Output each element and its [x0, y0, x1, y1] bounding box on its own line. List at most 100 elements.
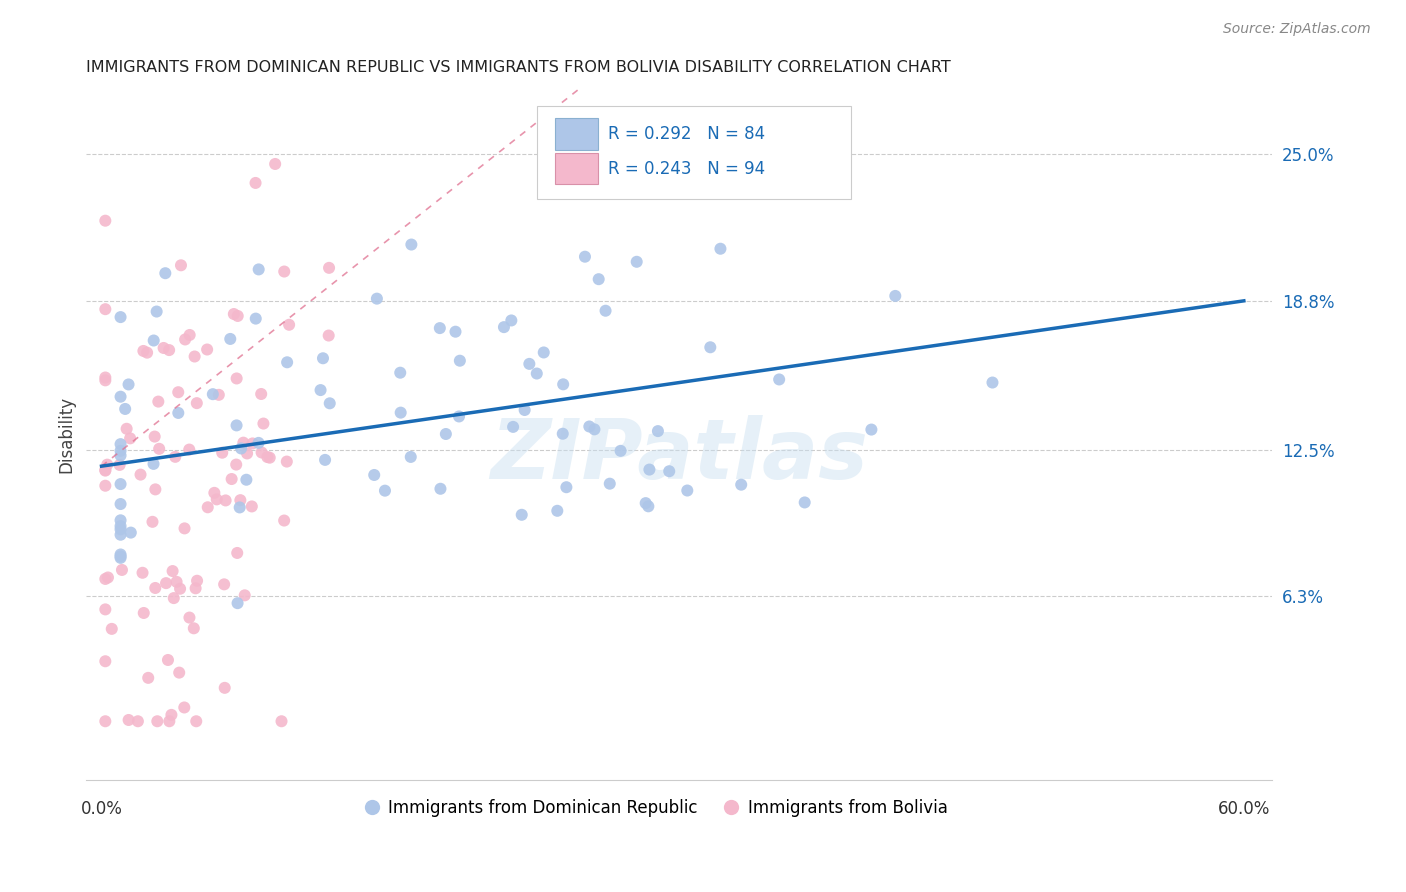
Point — [110, 497, 132, 511]
Point — [100, 622, 122, 636]
Point — [599, 476, 621, 491]
Point — [148, 394, 170, 409]
Point — [256, 450, 278, 464]
Point — [110, 477, 132, 491]
Point — [318, 260, 340, 275]
Point — [173, 700, 195, 714]
Point — [143, 483, 166, 497]
Point — [165, 450, 187, 464]
Point — [114, 401, 136, 416]
Point — [156, 653, 179, 667]
Point — [157, 714, 180, 729]
Point — [202, 486, 225, 500]
Text: R = 0.243   N = 94: R = 0.243 N = 94 — [609, 160, 765, 178]
Point — [273, 514, 295, 528]
Point — [162, 564, 184, 578]
Point — [229, 493, 252, 508]
Point — [94, 654, 117, 668]
Point — [595, 303, 617, 318]
Point — [129, 467, 152, 482]
Point — [186, 574, 208, 588]
Point — [110, 513, 132, 527]
Point — [517, 357, 540, 371]
Point — [434, 427, 457, 442]
Point — [574, 250, 596, 264]
Point — [208, 388, 231, 402]
Point — [225, 371, 247, 385]
Point — [141, 515, 163, 529]
Point — [578, 419, 600, 434]
Point — [637, 500, 659, 514]
Point — [94, 370, 117, 384]
Point — [155, 576, 177, 591]
Point — [270, 714, 292, 729]
FancyBboxPatch shape — [537, 105, 852, 199]
Point — [429, 321, 451, 335]
Point — [247, 262, 270, 277]
Point — [444, 325, 467, 339]
Point — [276, 454, 298, 468]
Point — [205, 492, 228, 507]
Point — [228, 500, 250, 515]
Point — [252, 417, 274, 431]
Point — [195, 343, 218, 357]
Point — [214, 681, 236, 695]
Legend: Immigrants from Dominican Republic, Immigrants from Bolivia: Immigrants from Dominican Republic, Immi… — [357, 792, 955, 824]
Point — [97, 570, 120, 584]
Point — [588, 272, 610, 286]
Point — [312, 351, 335, 366]
Point — [225, 418, 247, 433]
Point — [250, 387, 273, 401]
FancyBboxPatch shape — [555, 118, 598, 150]
Point — [94, 463, 117, 477]
Point — [389, 366, 412, 380]
Point — [309, 383, 332, 397]
Point — [676, 483, 699, 498]
Point — [142, 457, 165, 471]
Point — [401, 237, 423, 252]
Point — [211, 446, 233, 460]
Point — [179, 610, 201, 624]
Point — [94, 602, 117, 616]
Point — [179, 442, 201, 457]
Point — [699, 340, 721, 354]
Point — [278, 318, 301, 332]
Point — [110, 527, 132, 541]
Point — [366, 292, 388, 306]
Point — [183, 621, 205, 635]
Point — [167, 665, 190, 680]
Point — [502, 420, 524, 434]
Text: 0.0%: 0.0% — [80, 799, 122, 818]
Point — [167, 406, 190, 420]
Point — [264, 157, 287, 171]
Point — [110, 449, 132, 463]
Text: 60.0%: 60.0% — [1218, 799, 1270, 818]
Point — [768, 372, 790, 386]
Y-axis label: Disability: Disability — [58, 396, 75, 473]
Point — [533, 345, 555, 359]
Point — [492, 320, 515, 334]
Point — [318, 328, 340, 343]
Point — [155, 266, 177, 280]
Point — [110, 550, 132, 565]
Point — [551, 426, 574, 441]
Point — [131, 566, 153, 580]
Point — [221, 472, 243, 486]
Point — [143, 581, 166, 595]
Point — [634, 496, 657, 510]
Point — [186, 396, 208, 410]
Point — [226, 596, 249, 610]
Point — [120, 525, 142, 540]
Point — [173, 521, 195, 535]
Point — [143, 429, 166, 443]
Point — [229, 442, 252, 456]
Text: ZIPatlas: ZIPatlas — [491, 415, 869, 496]
Point — [108, 458, 131, 472]
Point — [145, 304, 167, 318]
Point — [110, 548, 132, 562]
Point — [160, 707, 183, 722]
Point — [174, 333, 197, 347]
Text: Source: ZipAtlas.com: Source: ZipAtlas.com — [1223, 22, 1371, 37]
Point — [110, 522, 132, 536]
Point — [399, 450, 422, 464]
